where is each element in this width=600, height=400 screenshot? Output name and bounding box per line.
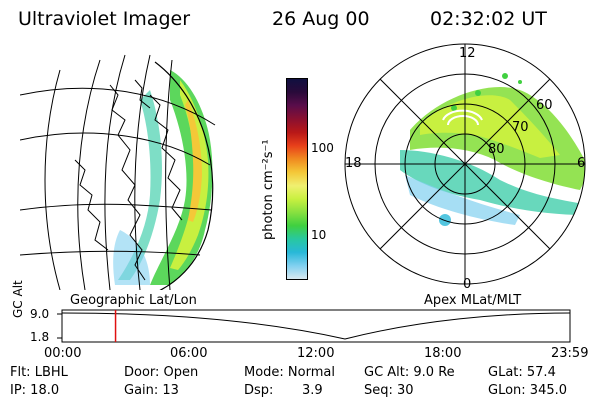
colorbar-tick-100: 100 [311,141,334,155]
timeline-xtick-4: 23:59 [551,346,589,361]
door-info: Door: Open [124,365,199,380]
timeline-xtick-1: 06:00 [170,346,208,361]
geo-caption: Geographic Lat/Lon [70,293,197,308]
glon-info: GLon: 345.0 [488,383,568,398]
mlt-label-12: 12 [459,46,476,61]
colorbar-unit-label: photon cm⁻²s⁻¹ [261,139,276,240]
lat-label-70: 70 [512,120,529,135]
timeline-ytick-9: 9.0 [30,307,50,321]
flt-info: Flt: LBHL [10,365,68,380]
dsp-label: Dsp: [244,383,274,398]
mlt-label-18: 18 [345,156,362,171]
timeline-ylabel: GC Alt [11,280,25,318]
date-label: 26 Aug 00 [272,8,370,30]
mode-info: Mode: Normal [244,365,335,380]
seq-info: Seq: 30 [364,383,414,398]
lat-label-80: 80 [488,142,505,157]
timeline-xtick-2: 12:00 [297,346,335,361]
timeline-ytick-1-8: 1.8 [30,330,50,344]
mlt-label-0: 0 [463,277,472,292]
instrument-title: Ultraviolet Imager [18,8,191,30]
timeline-xtick-0: 00:00 [44,346,82,361]
time-label: 02:32:02 UT [430,8,547,30]
apex-caption: Apex MLat/MLT [424,293,522,308]
gcalt-info: GC Alt: 9.0 Re [364,365,455,380]
mlt-label-6: 6 [577,156,586,171]
dsp-value: 3.9 [302,383,323,398]
colorbar-tick-10: 10 [311,228,327,242]
colorbar [286,78,308,280]
lat-label-60: 60 [536,98,553,113]
ip-info: IP: 18.0 [10,383,60,398]
timeline-xtick-3: 18:00 [424,346,462,361]
gain-info: Gain: 13 [124,383,179,398]
glat-info: GLat: 57.4 [488,365,556,380]
